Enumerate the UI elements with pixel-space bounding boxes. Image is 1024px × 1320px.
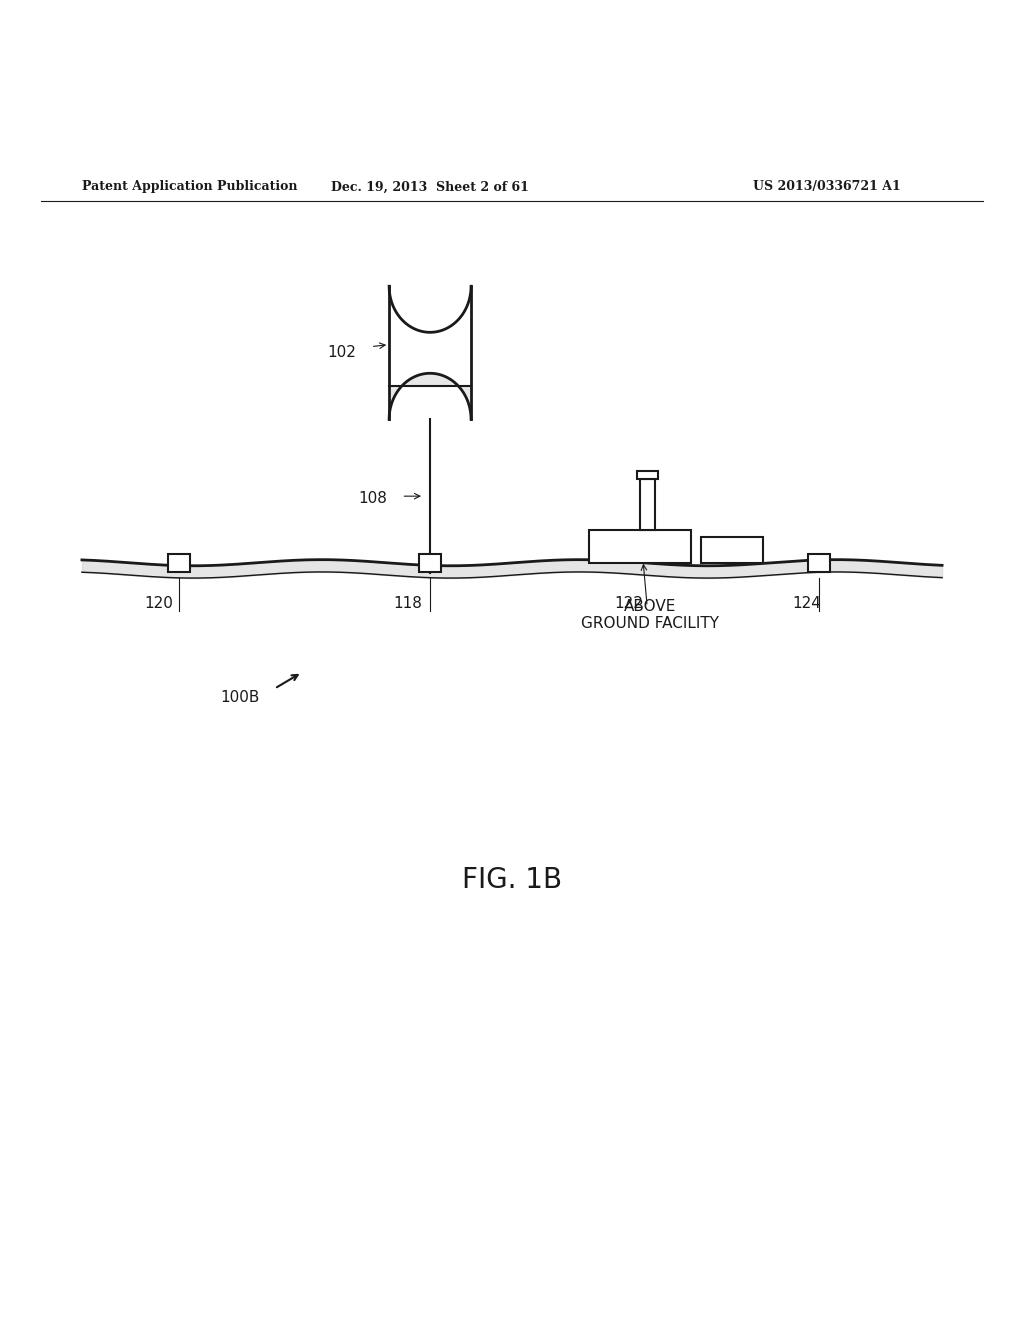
Text: Patent Application Publication: Patent Application Publication [82,181,297,194]
Bar [419,553,441,572]
Text: 102: 102 [328,346,356,360]
Bar [640,479,655,529]
Text: 118: 118 [393,595,422,611]
Bar [701,537,763,562]
Bar [589,529,691,562]
Text: Dec. 19, 2013  Sheet 2 of 61: Dec. 19, 2013 Sheet 2 of 61 [331,181,529,194]
Text: 120: 120 [144,595,173,611]
Polygon shape [389,374,471,420]
Text: FIG. 1B: FIG. 1B [462,866,562,894]
Text: US 2013/0336721 A1: US 2013/0336721 A1 [754,181,901,194]
Text: 122: 122 [614,595,643,611]
Text: 108: 108 [358,491,387,506]
Text: ABOVE
GROUND FACILITY: ABOVE GROUND FACILITY [582,599,719,631]
Bar [808,553,830,572]
Bar [168,553,190,572]
Text: 100B: 100B [220,690,259,705]
Text: 124: 124 [793,595,821,611]
Bar [637,470,658,479]
